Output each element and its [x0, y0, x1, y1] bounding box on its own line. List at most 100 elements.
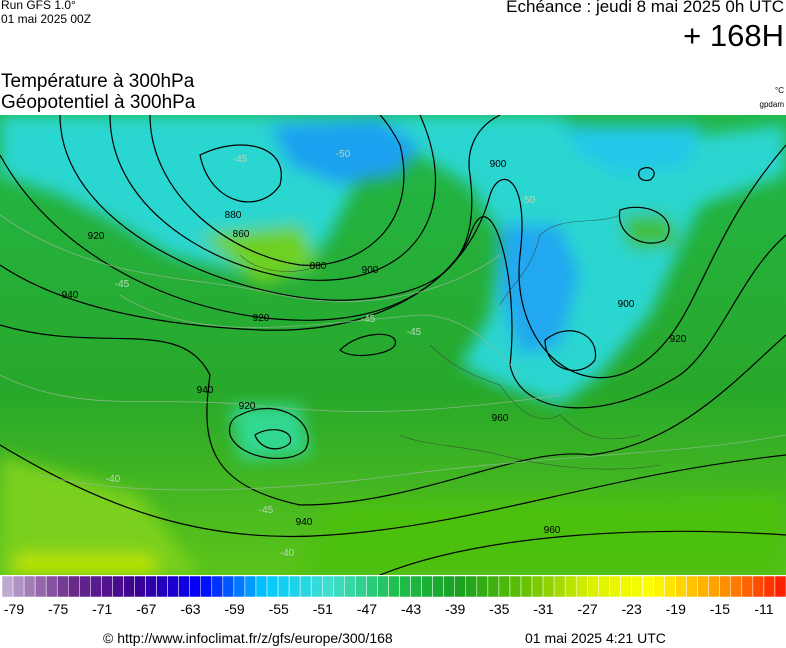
- scale-swatch: [244, 575, 257, 598]
- scale-swatch: [410, 575, 422, 598]
- contour-labels: 860 880 880 900 900 900 920 920 920 920 940 940 940 9…: [62, 149, 687, 559]
- scale-swatch: [476, 575, 489, 598]
- scale-swatch: [344, 575, 356, 598]
- scale-swatch: [189, 575, 202, 598]
- scale-label: -75: [48, 601, 68, 617]
- scale-swatch: [255, 575, 268, 598]
- lead-time: + 168H: [683, 18, 784, 53]
- scale-swatch: [277, 575, 290, 598]
- scale-swatch: [112, 575, 124, 598]
- scale-label: -11: [754, 601, 773, 617]
- scale-swatch: [200, 575, 213, 598]
- scale-label: -47: [357, 601, 377, 617]
- contour-label: 860: [233, 229, 250, 240]
- contour-label: 880: [310, 261, 327, 272]
- scale-label: -71: [92, 601, 112, 617]
- isotherms: [0, 214, 786, 491]
- map: 860 880 880 900 900 900 920 920 920 920 940 940 940 9…: [0, 115, 786, 575]
- scale-swatch: [653, 575, 665, 598]
- scale-label: -59: [224, 601, 244, 617]
- scale-swatch: [156, 575, 168, 598]
- contour-label: 900: [490, 159, 507, 170]
- contour-label: 960: [544, 525, 561, 536]
- scale-swatch: [355, 575, 367, 598]
- scale-swatch: [90, 575, 102, 598]
- scale-swatch: [68, 575, 80, 598]
- scale-swatch: [675, 575, 687, 598]
- scale-label: -27: [577, 601, 597, 617]
- scale-swatch: [23, 575, 36, 598]
- scale-label: -19: [666, 601, 686, 617]
- scale-swatch: [708, 575, 720, 598]
- isotherm-label: -40: [106, 474, 121, 485]
- contour-label: 900: [362, 265, 379, 276]
- scale-label: -51: [313, 601, 333, 617]
- scale-swatch: [288, 575, 301, 598]
- scale-swatch: [719, 575, 732, 598]
- scale-swatch: [443, 575, 455, 598]
- contour-label: 920: [670, 334, 687, 345]
- scale-swatch: [697, 575, 709, 598]
- scale-swatch: [233, 575, 246, 598]
- scale-swatch: [564, 575, 577, 598]
- scale-swatch: [609, 575, 621, 598]
- contour-label: 920: [253, 313, 270, 324]
- scale-swatch: [598, 575, 610, 598]
- scale-swatch: [299, 575, 312, 598]
- scale-swatch: [553, 575, 566, 598]
- scale-swatch: [774, 575, 786, 598]
- scale-swatch: [432, 575, 444, 598]
- contour-label: 920: [88, 231, 105, 242]
- scale-swatch: [642, 575, 654, 598]
- footer-timestamp: 01 mai 2025 4:21 UTC: [525, 630, 666, 646]
- scale-swatch: [211, 575, 224, 598]
- contour-label: 920: [239, 401, 256, 412]
- scale-swatch: [167, 575, 179, 598]
- scale-swatch: [222, 575, 235, 598]
- unit-geo: gpdam: [759, 100, 784, 109]
- scale-swatch: [34, 575, 47, 598]
- scale-swatch: [399, 575, 411, 598]
- scale-swatch: [531, 575, 544, 598]
- contour-label: 900: [618, 299, 635, 310]
- scale-label: -35: [489, 601, 509, 617]
- scale-swatch: [377, 575, 389, 598]
- scale-swatch: [575, 575, 588, 598]
- contour-label: 940: [296, 517, 313, 528]
- scale-swatch: [101, 575, 113, 598]
- isotherm-label: -40: [280, 548, 295, 559]
- scale-swatch: [730, 575, 743, 598]
- contour-label: 940: [62, 290, 79, 301]
- scale-swatch: [310, 575, 323, 598]
- scale-swatch: [664, 575, 676, 598]
- scale-swatch: [763, 575, 776, 598]
- contour-label: 880: [225, 210, 242, 221]
- scale-label: -31: [533, 601, 553, 617]
- scale-swatch: [266, 575, 279, 598]
- scale-swatch: [12, 575, 25, 598]
- isotherm-label: -50: [521, 195, 536, 206]
- scale-label: -23: [622, 601, 642, 617]
- scale-swatch: [421, 575, 433, 598]
- scale-swatch: [123, 575, 135, 598]
- contour-label: 940: [197, 385, 214, 396]
- scale-swatch: [56, 575, 69, 598]
- scale-swatch: [752, 575, 765, 598]
- scale-swatch: [631, 575, 643, 598]
- run-date: 01 mai 2025 00Z: [1, 12, 92, 26]
- coastlines: [239, 214, 661, 470]
- isotherm-label: -50: [336, 149, 351, 160]
- title-temp: Température à 300hPa: [1, 71, 195, 92]
- scale-swatch: [686, 575, 698, 598]
- scale-swatch: [465, 575, 478, 598]
- isotherm-label: -45: [407, 327, 422, 338]
- isotherm-label: -45: [115, 279, 130, 290]
- run-label: Run GFS 1.0°: [1, 0, 76, 12]
- isotherm-label: -45: [361, 314, 376, 325]
- scale-swatch: [741, 575, 754, 598]
- unit-temp: °C: [775, 86, 784, 95]
- isotherm-label: -45: [233, 154, 248, 165]
- scale-swatch: [586, 575, 599, 598]
- color-scale: -79 -75 -71 -67 -63 -59 -55 -51 -47 -43 -39 -35 -31 -…: [1, 575, 786, 617]
